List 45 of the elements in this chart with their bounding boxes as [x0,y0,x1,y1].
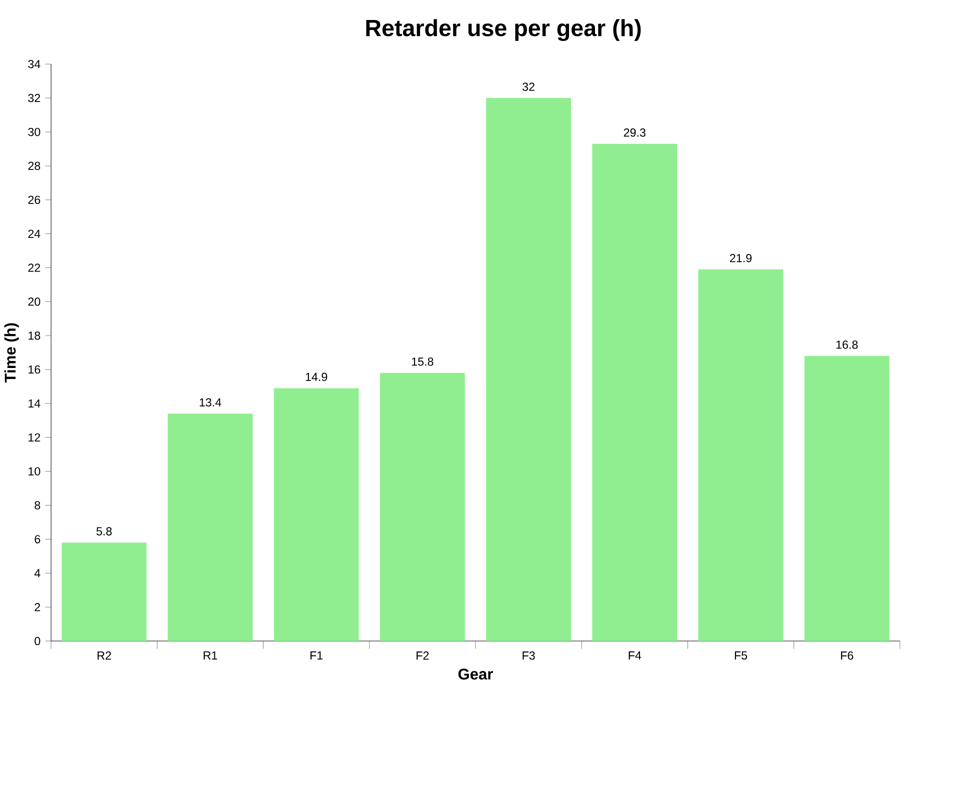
x-tick-label: R1 [204,651,218,660]
x-tick-label: R2 [98,651,111,660]
y-tick-label: 10 [28,467,40,476]
bar [698,269,784,642]
x-tick-label: F3 [522,651,535,660]
data-label: 29.3 [624,128,646,137]
y-tick-label: 34 [28,60,40,68]
y-tick-label: 12 [28,433,40,442]
x-tick-label: F2 [416,651,429,660]
y-tick-label: 8 [34,501,40,510]
y-tick-label: 18 [28,331,40,340]
y-tick-label: 2 [34,603,40,612]
y-tick-label: 14 [28,399,40,408]
bar [380,372,465,642]
bar [804,356,890,642]
y-axis-title: Time (h) [4,323,19,382]
y-tick-label: 20 [28,298,40,306]
bar [168,414,253,642]
bar [62,542,147,642]
y-tick-label: 4 [34,569,40,578]
bar [486,98,571,642]
data-label: 15.8 [412,358,434,366]
data-label: 5.8 [96,527,112,536]
y-tick-label: 0 [34,636,40,646]
data-label: 32 [522,82,534,91]
y-tick-label: 28 [28,162,40,170]
x-tick-label: F1 [310,651,323,660]
y-tick-label: 30 [28,128,40,136]
y-tick-label: 16 [28,365,40,374]
y-tick-label: 6 [34,535,40,544]
x-tick-label: F5 [734,651,748,660]
bar [592,144,678,642]
y-tick-label: 26 [28,196,40,204]
x-axis-title: Gear [458,668,493,680]
y-tick-label: 24 [28,230,40,238]
y-tick-label: 22 [28,264,40,272]
bar [274,388,359,642]
x-tick-label: F6 [841,651,854,660]
data-label: 14.9 [306,372,328,382]
data-label: 21.9 [730,254,752,262]
x-tick-label: F4 [628,651,642,660]
data-label: 16.8 [836,340,858,349]
data-label: 13.4 [200,398,222,406]
chart-title: Retarder use per gear (h) [366,19,641,42]
y-tick-label: 32 [28,94,40,102]
